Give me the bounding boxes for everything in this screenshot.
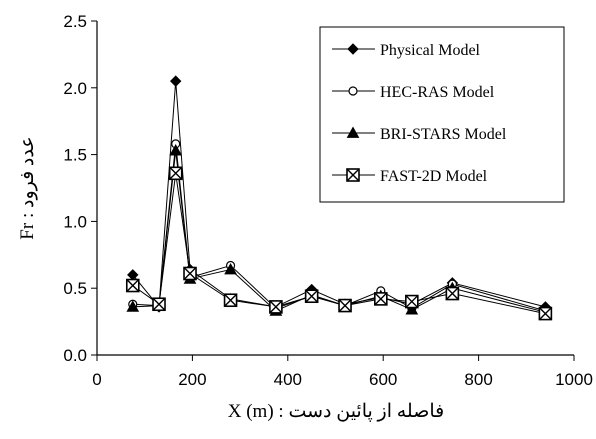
legend-marker: [348, 86, 358, 96]
data-point: [304, 289, 319, 304]
data-point: [374, 292, 388, 306]
legend-label: BRI-STARS Model: [380, 126, 507, 143]
y-tick-label: 0.0: [63, 346, 87, 365]
y-tick-label: 1.0: [63, 212, 87, 231]
legend-item: Physical Model: [332, 42, 481, 59]
legend-item: BRI-STARS Model: [332, 126, 507, 143]
legend-item: HEC-RAS Model: [332, 84, 495, 101]
data-point: [169, 144, 183, 156]
legend: Physical Model HEC-RAS Model BRI-STARS Mod…: [319, 26, 565, 203]
data-point: [183, 266, 197, 281]
data-point: [125, 278, 140, 293]
data-point: [338, 298, 352, 313]
x-tick-label: 200: [178, 370, 206, 389]
y-axis-title: Fr : عدد فرود: [17, 136, 38, 239]
axes: 0.0 0.5 1.0 1.5 2.0 2.5 0 200 400 600 800 1000: [63, 12, 593, 389]
legend-label: Physical Model: [380, 42, 481, 59]
data-point: [169, 75, 182, 87]
y-tick-label: 2.5: [63, 12, 87, 31]
y-tick-label: 1.5: [63, 146, 87, 165]
legend-label: HEC-RAS Model: [380, 84, 495, 101]
x-tick-label: 400: [274, 370, 302, 389]
legend-item: FAST-2D Model: [332, 168, 488, 185]
y-tick-label: 0.5: [63, 279, 87, 298]
series-layer: [125, 75, 553, 321]
legend-label: FAST-2D Model: [380, 168, 488, 185]
data-point: [224, 262, 237, 275]
legend-marker: [346, 126, 360, 138]
data-point: [126, 300, 140, 312]
data-point: [445, 286, 460, 301]
data-point: [269, 300, 283, 314]
x-axis-title: X (m) : فاصله از پائین دست: [228, 401, 444, 422]
series-3: [125, 166, 553, 321]
data-point: [405, 294, 419, 309]
legend-box: [319, 26, 565, 203]
legend-marker: [346, 168, 360, 182]
x-tick-label: 800: [464, 370, 492, 389]
x-tick-label: 0: [92, 370, 101, 389]
y-tick-label: 2.0: [63, 79, 87, 98]
data-point: [405, 303, 419, 315]
data-point: [223, 293, 238, 308]
data-point: [152, 297, 166, 312]
x-tick-label: 600: [369, 370, 397, 389]
data-point: [168, 166, 183, 181]
x-tick-label: 1000: [555, 370, 593, 389]
data-point: [538, 306, 553, 321]
legend-marker: [347, 43, 359, 55]
